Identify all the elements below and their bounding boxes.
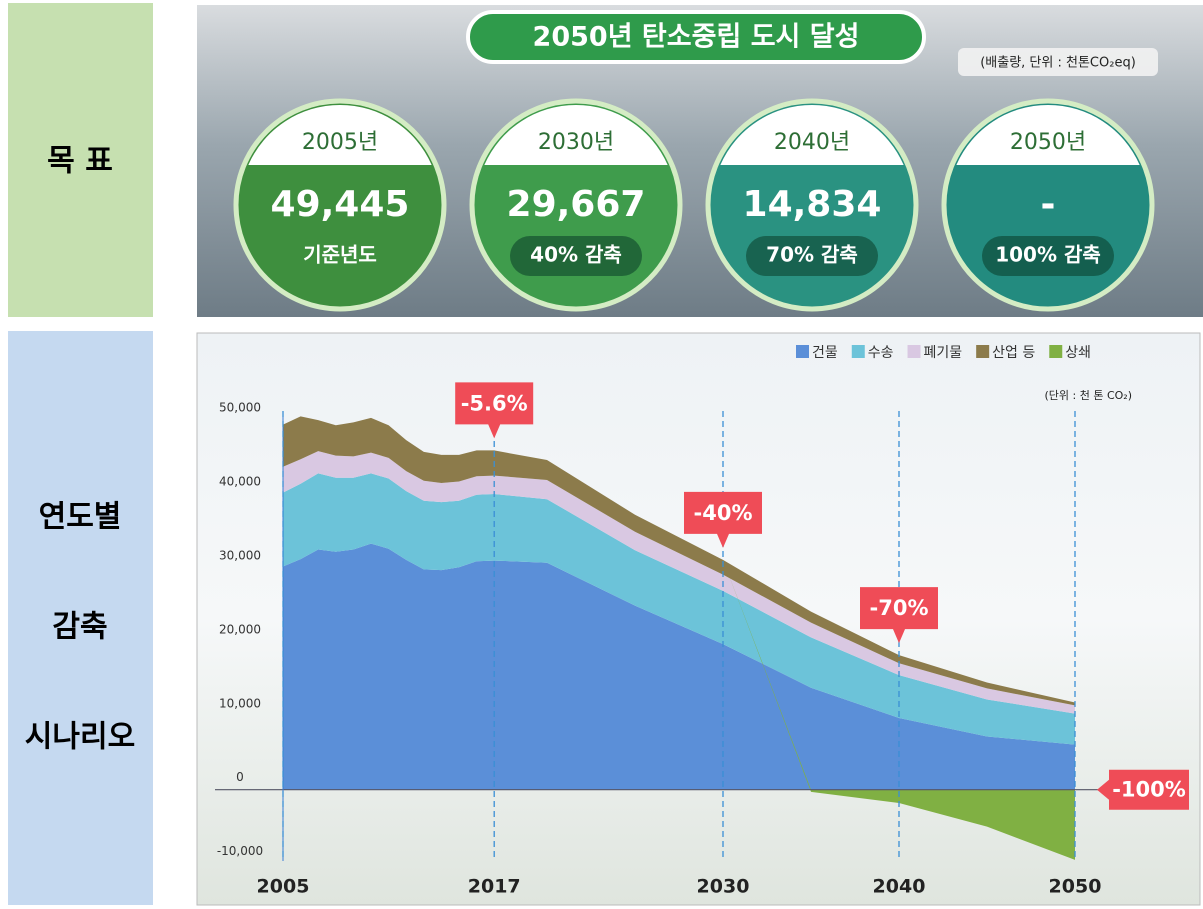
- goal-title: 2050년 탄소중립 도시 달성: [533, 22, 860, 53]
- scenario-label: 연도별: [39, 500, 122, 535]
- legend-label: 폐기물: [924, 345, 963, 361]
- goal-note: 100% 감축: [995, 243, 1101, 267]
- goal-year: 2040년: [774, 130, 850, 155]
- legend-swatch: [852, 345, 865, 358]
- legend-label: 산업 등: [992, 345, 1035, 361]
- callout-text: -70%: [870, 596, 929, 620]
- callout-text: -100%: [1112, 778, 1186, 802]
- legend-label: 건물: [812, 345, 838, 361]
- legend-label: 수송: [868, 345, 894, 361]
- callout-text: -40%: [694, 501, 753, 525]
- unit-note: (단위 : 천 톤 CO₂): [1044, 388, 1132, 402]
- goal-note: 70% 감축: [766, 243, 858, 267]
- goal-year: 2050년: [1010, 130, 1086, 155]
- callout-text: -5.6%: [461, 391, 528, 415]
- y-tick-label: 40,000: [219, 475, 261, 489]
- y-tick-label: 10,000: [219, 696, 261, 710]
- y-tick-label: 20,000: [219, 622, 261, 636]
- x-tick-label: 2030: [697, 876, 750, 898]
- goal-value: 49,445: [271, 184, 410, 225]
- x-tick-label: 2040: [873, 876, 926, 898]
- y-tick-label: 30,000: [219, 548, 261, 562]
- page: 목 표 연도별 감축 시나리오 2050년 탄소중립 도시 달성 (배출량, 단…: [0, 0, 1203, 909]
- unit-note: (배출량, 단위 : 천톤CO₂eq): [980, 56, 1136, 71]
- goal-value: -: [1041, 184, 1056, 225]
- x-tick-label: 2017: [468, 876, 521, 898]
- scenario-label: 시나리오: [25, 720, 135, 755]
- x-tick-label: 2050: [1049, 876, 1102, 898]
- y-tick-label: 50,000: [219, 401, 261, 415]
- scenario-label: 감축: [52, 610, 107, 645]
- goal-note: 40% 감축: [530, 243, 622, 267]
- x-tick-label: 2005: [257, 876, 310, 898]
- legend-swatch: [908, 345, 921, 358]
- goal-value: 14,834: [743, 184, 882, 225]
- goal-year: 2005년: [302, 130, 378, 155]
- legend-label: 상쇄: [1065, 345, 1091, 361]
- goal-label: 목 표: [47, 144, 113, 179]
- goal-year: 2030년: [538, 130, 614, 155]
- goal-value: 29,667: [507, 184, 646, 225]
- legend-swatch: [1049, 345, 1062, 358]
- y-tick-label: -10,000: [217, 844, 263, 858]
- legend-swatch: [796, 345, 809, 358]
- infographic: 목 표 연도별 감축 시나리오 2050년 탄소중립 도시 달성 (배출량, 단…: [0, 0, 1203, 909]
- y-tick-label: 0: [236, 770, 244, 784]
- goal-note: 기준년도: [303, 243, 377, 267]
- legend-swatch: [976, 345, 989, 358]
